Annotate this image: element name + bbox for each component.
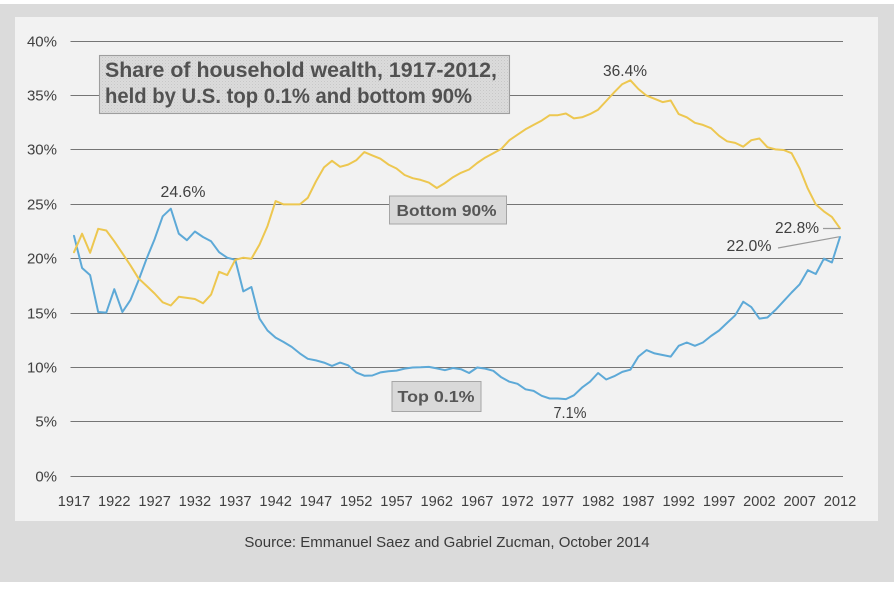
svg-text:1957: 1957 [380, 493, 413, 510]
svg-text:1922: 1922 [98, 493, 131, 510]
svg-text:40%: 40% [27, 34, 57, 51]
svg-text:36.4%: 36.4% [603, 63, 647, 80]
svg-text:1947: 1947 [300, 493, 333, 510]
svg-text:35%: 35% [27, 88, 57, 105]
svg-text:7.1%: 7.1% [554, 405, 587, 422]
svg-text:1962: 1962 [421, 493, 454, 510]
svg-text:1997: 1997 [703, 493, 736, 510]
svg-text:1977: 1977 [542, 493, 575, 510]
svg-text:30%: 30% [27, 142, 57, 159]
svg-text:0%: 0% [35, 469, 57, 486]
svg-text:1932: 1932 [179, 493, 212, 510]
svg-text:2007: 2007 [783, 493, 816, 510]
svg-text:2012: 2012 [824, 493, 857, 510]
svg-text:Top 0.1%: Top 0.1% [398, 389, 475, 406]
svg-text:10%: 10% [27, 360, 57, 377]
svg-text:Source: Emmanuel Saez and Gabr: Source: Emmanuel Saez and Gabriel Zucman… [244, 534, 649, 551]
svg-text:5%: 5% [35, 414, 57, 431]
svg-text:1952: 1952 [340, 493, 373, 510]
svg-text:1937: 1937 [219, 493, 252, 510]
svg-text:Bottom 90%: Bottom 90% [397, 203, 497, 220]
svg-text:2002: 2002 [743, 493, 776, 510]
svg-text:1927: 1927 [138, 493, 171, 510]
svg-text:22.8%: 22.8% [775, 220, 819, 237]
svg-text:25%: 25% [27, 197, 57, 214]
svg-text:20%: 20% [27, 251, 57, 268]
svg-text:Share of household wealth, 191: Share of household wealth, 1917-2012, [105, 59, 497, 82]
svg-text:15%: 15% [27, 306, 57, 323]
svg-text:1972: 1972 [501, 493, 534, 510]
svg-text:1917: 1917 [58, 493, 91, 510]
svg-text:1982: 1982 [582, 493, 615, 510]
svg-text:1942: 1942 [259, 493, 292, 510]
svg-text:1967: 1967 [461, 493, 494, 510]
svg-text:24.6%: 24.6% [161, 184, 206, 201]
svg-text:1992: 1992 [662, 493, 695, 510]
svg-text:22.0%: 22.0% [727, 238, 772, 255]
svg-text:held by U.S. top 0.1% and bott: held by U.S. top 0.1% and bottom 90% [105, 85, 472, 108]
svg-text:1987: 1987 [622, 493, 655, 510]
